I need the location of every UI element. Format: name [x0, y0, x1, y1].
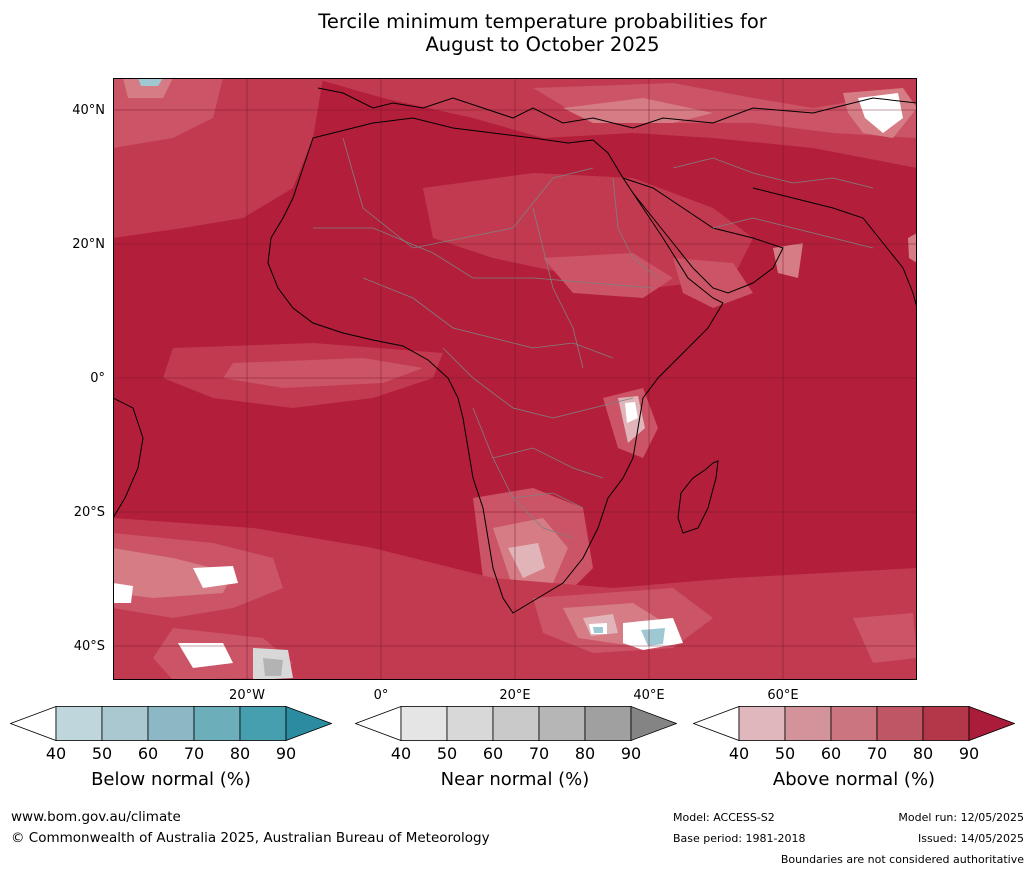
near-normal-swatch-2: [492, 706, 540, 741]
above-normal-tick-60: 60: [820, 744, 842, 763]
below-normal-swatch-1: [101, 706, 149, 741]
lat-label-40s: 40°S: [73, 639, 105, 654]
below-normal-swatch-2: [147, 706, 195, 741]
above-normal-low-arrow: [693, 706, 740, 742]
below-normal-tick-40: 40: [45, 744, 67, 763]
lat-label-20s: 20°S: [73, 505, 105, 520]
country-borders: [313, 137, 874, 539]
near-normal-swatch-1: [446, 706, 494, 741]
below-normal-low-arrow: [10, 706, 57, 742]
lon-label-0: 0°: [373, 688, 389, 703]
near-normal-swatch-4: [584, 706, 632, 741]
near-normal-low-arrow: [355, 706, 402, 742]
near-normal-tick-60: 60: [482, 744, 504, 763]
below-normal-tick-90: 90: [275, 744, 297, 763]
above-normal-tick-90: 90: [958, 744, 980, 763]
above-normal-swatch-2: [830, 706, 878, 741]
near-normal-tick-90: 90: [620, 744, 642, 763]
colorbar-above-normal: [693, 706, 1015, 742]
footer-issued: Issued: 14/05/2025: [917, 832, 1024, 845]
below-normal-tick-60: 60: [137, 744, 159, 763]
below-normal-swatch-4: [239, 706, 287, 741]
footer-copyright: © Commonwealth of Australia 2025, Austra…: [11, 830, 490, 846]
near-normal-swatch-3: [538, 706, 586, 741]
colorbar-near-normal: [355, 706, 677, 742]
above-normal-swatch-3: [876, 706, 924, 741]
footer-url: www.bom.gov.au/climate: [11, 809, 181, 825]
above-normal-tick-80: 80: [912, 744, 934, 763]
below-normal-high-arrow: [285, 706, 332, 742]
near-normal-tick-70: 70: [528, 744, 550, 763]
lon-label-60e: 60°E: [767, 688, 799, 703]
near-normal-label: Near normal (%): [440, 769, 590, 790]
title-line-2: August to October 2025: [425, 33, 660, 56]
below-normal-swatch-0: [55, 706, 103, 741]
above-normal-swatch-0: [738, 706, 786, 741]
near-normal-high-arrow: [630, 706, 677, 742]
footer-model-run: Model run: 12/05/2025: [898, 811, 1024, 824]
above-normal-tick-40: 40: [728, 744, 750, 763]
footer-base-period: Base period: 1981-2018: [673, 832, 806, 845]
footer-boundaries: Boundaries are not considered authoritat…: [780, 853, 1024, 866]
probability-map: [113, 78, 917, 680]
below-normal-tick-80: 80: [229, 744, 251, 763]
lon-label-20w: 20°W: [229, 688, 265, 703]
madagascar-coastline: [677, 460, 719, 534]
europe-coastline: [317, 87, 917, 129]
arabia-coastline: [622, 177, 784, 294]
above-normal-label: Above normal (%): [772, 769, 936, 790]
africa-coastline: [267, 117, 724, 614]
near-normal-tick-40: 40: [390, 744, 412, 763]
near-normal-swatch-0: [400, 706, 448, 741]
footer-model: Model: ACCESS-S2: [673, 811, 775, 824]
lat-label-20n: 20°N: [72, 237, 105, 252]
above-normal-tick-70: 70: [866, 744, 888, 763]
above-normal-high-arrow: [968, 706, 1015, 742]
below-normal-swatch-3: [193, 706, 241, 741]
below-normal-label: Below normal (%): [91, 769, 251, 790]
below-normal-tick-70: 70: [183, 744, 205, 763]
below-normal-tick-50: 50: [91, 744, 113, 763]
title-line-1: Tercile minimum temperature probabilitie…: [318, 10, 767, 33]
near-normal-tick-80: 80: [574, 744, 596, 763]
above-normal-swatch-1: [784, 706, 832, 741]
lon-label-20e: 20°E: [499, 688, 531, 703]
map-title: Tercile minimum temperature probabilitie…: [0, 10, 1035, 56]
lat-label-0: 0°: [90, 371, 105, 386]
lat-label-40n: 40°N: [72, 103, 105, 118]
lon-label-40e: 40°E: [633, 688, 665, 703]
near-normal-tick-50: 50: [436, 744, 458, 763]
above-normal-swatch-4: [922, 706, 970, 741]
above-normal-tick-50: 50: [774, 744, 796, 763]
colorbar-below-normal: [10, 706, 332, 742]
